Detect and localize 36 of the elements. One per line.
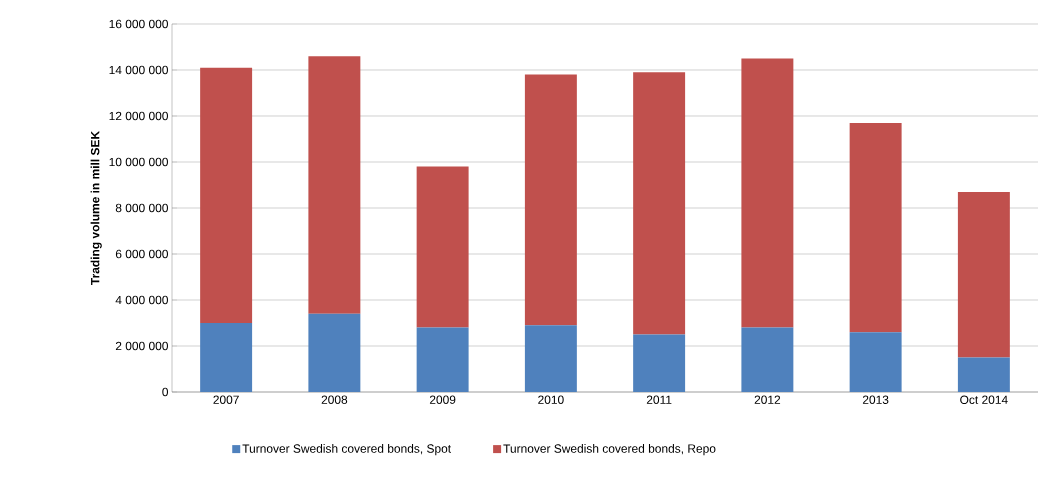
x-tick-label: 2013: [862, 395, 889, 404]
bar: [524, 325, 577, 392]
bar: [957, 191, 1010, 358]
y-tick-label: 4 000 000: [115, 295, 168, 305]
y-axis-title: Trading volume in mill SEK: [90, 131, 102, 285]
bar: [308, 56, 361, 314]
bar: [849, 332, 902, 392]
bar: [524, 74, 577, 326]
bar: [200, 67, 253, 323]
y-tick-label: 16 000 000: [109, 19, 168, 29]
bar: [849, 122, 902, 333]
legend-label: Turnover Swedish covered bonds, Spot: [242, 444, 451, 456]
y-tick-label: 12 000 000: [109, 111, 168, 121]
x-tick-label: 2010: [538, 395, 564, 404]
y-tick-label: 0: [162, 387, 169, 397]
bar: [741, 327, 794, 392]
x-tick-label: 2007: [213, 395, 239, 404]
bar: [633, 72, 686, 335]
x-tick-label: 2008: [321, 395, 348, 404]
x-tick-label: 2011: [646, 395, 672, 404]
bar: [957, 357, 1010, 392]
y-tick-label: 14 000 000: [109, 65, 168, 75]
y-tick-label: 2 000 000: [115, 341, 168, 351]
x-tick-label: Oct 2014: [960, 395, 1008, 404]
bar: [308, 313, 361, 392]
bar: [416, 166, 469, 328]
bar: [416, 327, 469, 392]
x-tick-label: 2009: [429, 395, 456, 404]
y-tick-label: 8 000 000: [115, 203, 168, 213]
bar: [633, 334, 686, 392]
legend-label: Turnover Swedish covered bonds, Repo: [503, 444, 716, 456]
bar: [200, 323, 253, 392]
bar: [741, 58, 794, 328]
y-tick-label: 10 000 000: [109, 157, 168, 167]
y-tick-label: 6 000 000: [115, 249, 168, 259]
x-tick-label: 2012: [754, 395, 781, 404]
